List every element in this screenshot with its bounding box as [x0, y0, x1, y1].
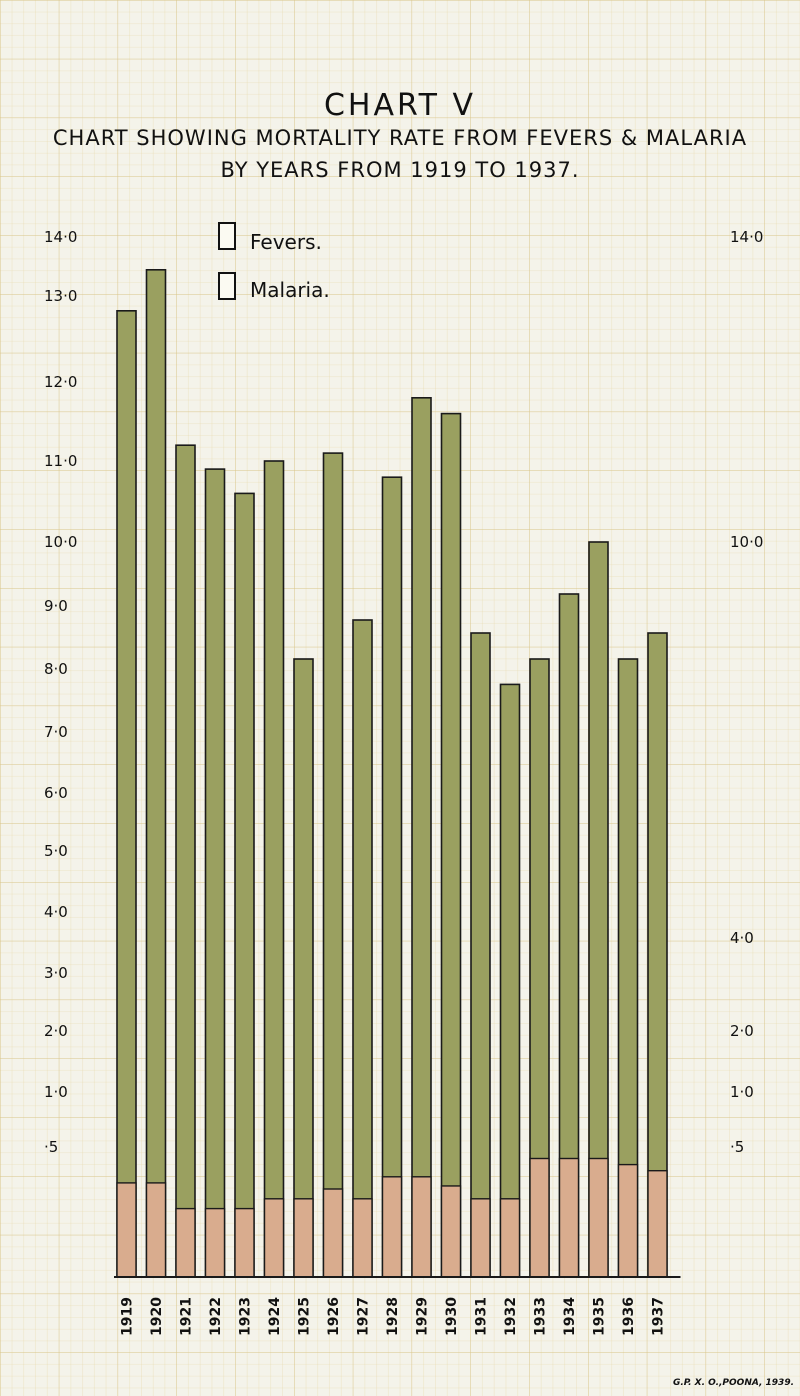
y-tick-left-label: 6·0: [44, 784, 68, 802]
bar-fevers-1924: [263, 460, 285, 1278]
bar-malaria-1934: [558, 1157, 580, 1278]
bar-fevers-1919: [116, 309, 137, 1278]
bar-fevers-1922: [204, 468, 226, 1278]
x-tick-label: 1931: [474, 1297, 490, 1336]
bar-malaria-1919: [116, 1182, 137, 1278]
x-tick-label: 1922: [208, 1297, 224, 1336]
bar-malaria-1936: [617, 1163, 639, 1278]
bar-malaria-1930: [440, 1185, 462, 1278]
y-tick-left-label: 13·0: [44, 287, 77, 305]
y-tick-right-label: 2·0: [730, 1022, 754, 1040]
y-tick-right-label: 14·0: [730, 228, 763, 246]
bar-malaria-1926: [322, 1188, 344, 1278]
bar-fevers-1926: [322, 452, 344, 1278]
y-tick-left-label: 2·0: [44, 1022, 68, 1040]
legend-swatch-fevers: [218, 222, 236, 250]
x-axis: 1919 1920 1921 1922 1923 1924 1925 1926 1927 1928…: [120, 1297, 667, 1336]
y-tick-right-label: 4·0: [730, 929, 754, 947]
y-tick-left-label: 11·0: [44, 452, 77, 470]
bar-fevers-1927: [352, 619, 373, 1278]
bar-malaria-1928: [381, 1176, 403, 1278]
y-tick-left-label: 3·0: [44, 964, 68, 982]
x-tick-label: 1923: [238, 1297, 254, 1336]
x-tick-label: 1919: [120, 1297, 136, 1336]
legend-swatch-malaria: [218, 272, 236, 300]
y-tick-left-label: 1·0: [44, 1083, 68, 1101]
chart-title: CHART V: [323, 88, 477, 123]
x-tick-label: 1925: [297, 1297, 313, 1336]
bar-malaria-1937: [647, 1169, 668, 1278]
bar-malaria-1922: [204, 1207, 226, 1278]
bar-malaria-1925: [293, 1198, 314, 1278]
bar-fevers-1921: [175, 444, 196, 1278]
y-tick-left-label: 12·0: [44, 373, 77, 391]
bar-fevers-1932: [499, 683, 521, 1278]
x-tick-label: 1932: [503, 1297, 519, 1336]
y-tick-left-label: 7·0: [44, 723, 68, 741]
x-tick-label: 1920: [149, 1297, 165, 1336]
bar-malaria-1932: [499, 1198, 521, 1278]
x-tick-label: 1926: [326, 1297, 342, 1336]
legend-label-malaria: Malaria.: [250, 278, 330, 302]
y-axis-left: 14·0 13·0 12·0 11·0 10·0 9·0 8·0 7·0 6·0 5·0 4·0 3·…: [44, 228, 77, 1156]
x-tick-label: 1930: [444, 1297, 460, 1336]
bar-fevers-1931: [470, 632, 491, 1278]
x-tick-label: 1936: [621, 1297, 637, 1336]
x-tick-label: 1933: [533, 1297, 549, 1336]
bar-malaria-1929: [411, 1176, 432, 1278]
y-tick-left-label: ·5: [44, 1138, 58, 1156]
bar-fevers-1923: [234, 492, 255, 1278]
y-tick-left-label: 14·0: [44, 228, 77, 246]
x-tick-label: 1929: [415, 1297, 431, 1336]
bar-malaria-1921: [175, 1207, 196, 1278]
bar-malaria-1935: [588, 1157, 609, 1278]
y-tick-right-label: 1·0: [730, 1083, 754, 1101]
bar-fevers-1930: [440, 412, 462, 1278]
bar-malaria-1924: [263, 1198, 285, 1278]
x-tick-label: 1937: [651, 1297, 667, 1336]
y-tick-left-label: 10·0: [44, 533, 77, 551]
x-tick-label: 1924: [267, 1297, 283, 1336]
bar-fevers-1925: [293, 658, 314, 1278]
bar-malaria-1923: [234, 1207, 255, 1278]
x-tick-label: 1934: [562, 1297, 578, 1336]
y-tick-left-label: 5·0: [44, 842, 68, 860]
legend-label-fevers: Fevers.: [250, 230, 322, 254]
x-tick-label: 1921: [179, 1297, 195, 1336]
y-tick-right-label: 10·0: [730, 533, 763, 551]
chart-subtitle: CHART SHOWING MORTALITY RATE FROM FEVERS…: [52, 126, 748, 182]
y-axis-right: 14·0 10·0 4·0 2·0 1·0 ·5: [730, 228, 763, 1156]
bar-malaria-1931: [470, 1198, 491, 1278]
x-tick-label: 1928: [385, 1297, 401, 1336]
y-tick-left-label: 8·0: [44, 660, 68, 678]
printer-credit: G.P. X. O.,POONA, 1939.: [673, 1378, 794, 1388]
bars-layer: [114, 268, 681, 1278]
bar-fevers-1928: [381, 476, 403, 1278]
x-tick-label: 1935: [592, 1297, 608, 1336]
y-tick-left-label: 9·0: [44, 597, 68, 615]
x-tick-label: 1927: [356, 1297, 372, 1336]
bar-fevers-1929: [411, 396, 432, 1278]
bar-malaria-1920: [145, 1182, 167, 1278]
bar-fevers-1920: [145, 268, 167, 1278]
bar-malaria-1927: [352, 1198, 373, 1278]
y-tick-left-label: 4·0: [44, 903, 68, 921]
y-tick-right-label: ·5: [730, 1138, 744, 1156]
bar-malaria-1933: [529, 1157, 550, 1278]
